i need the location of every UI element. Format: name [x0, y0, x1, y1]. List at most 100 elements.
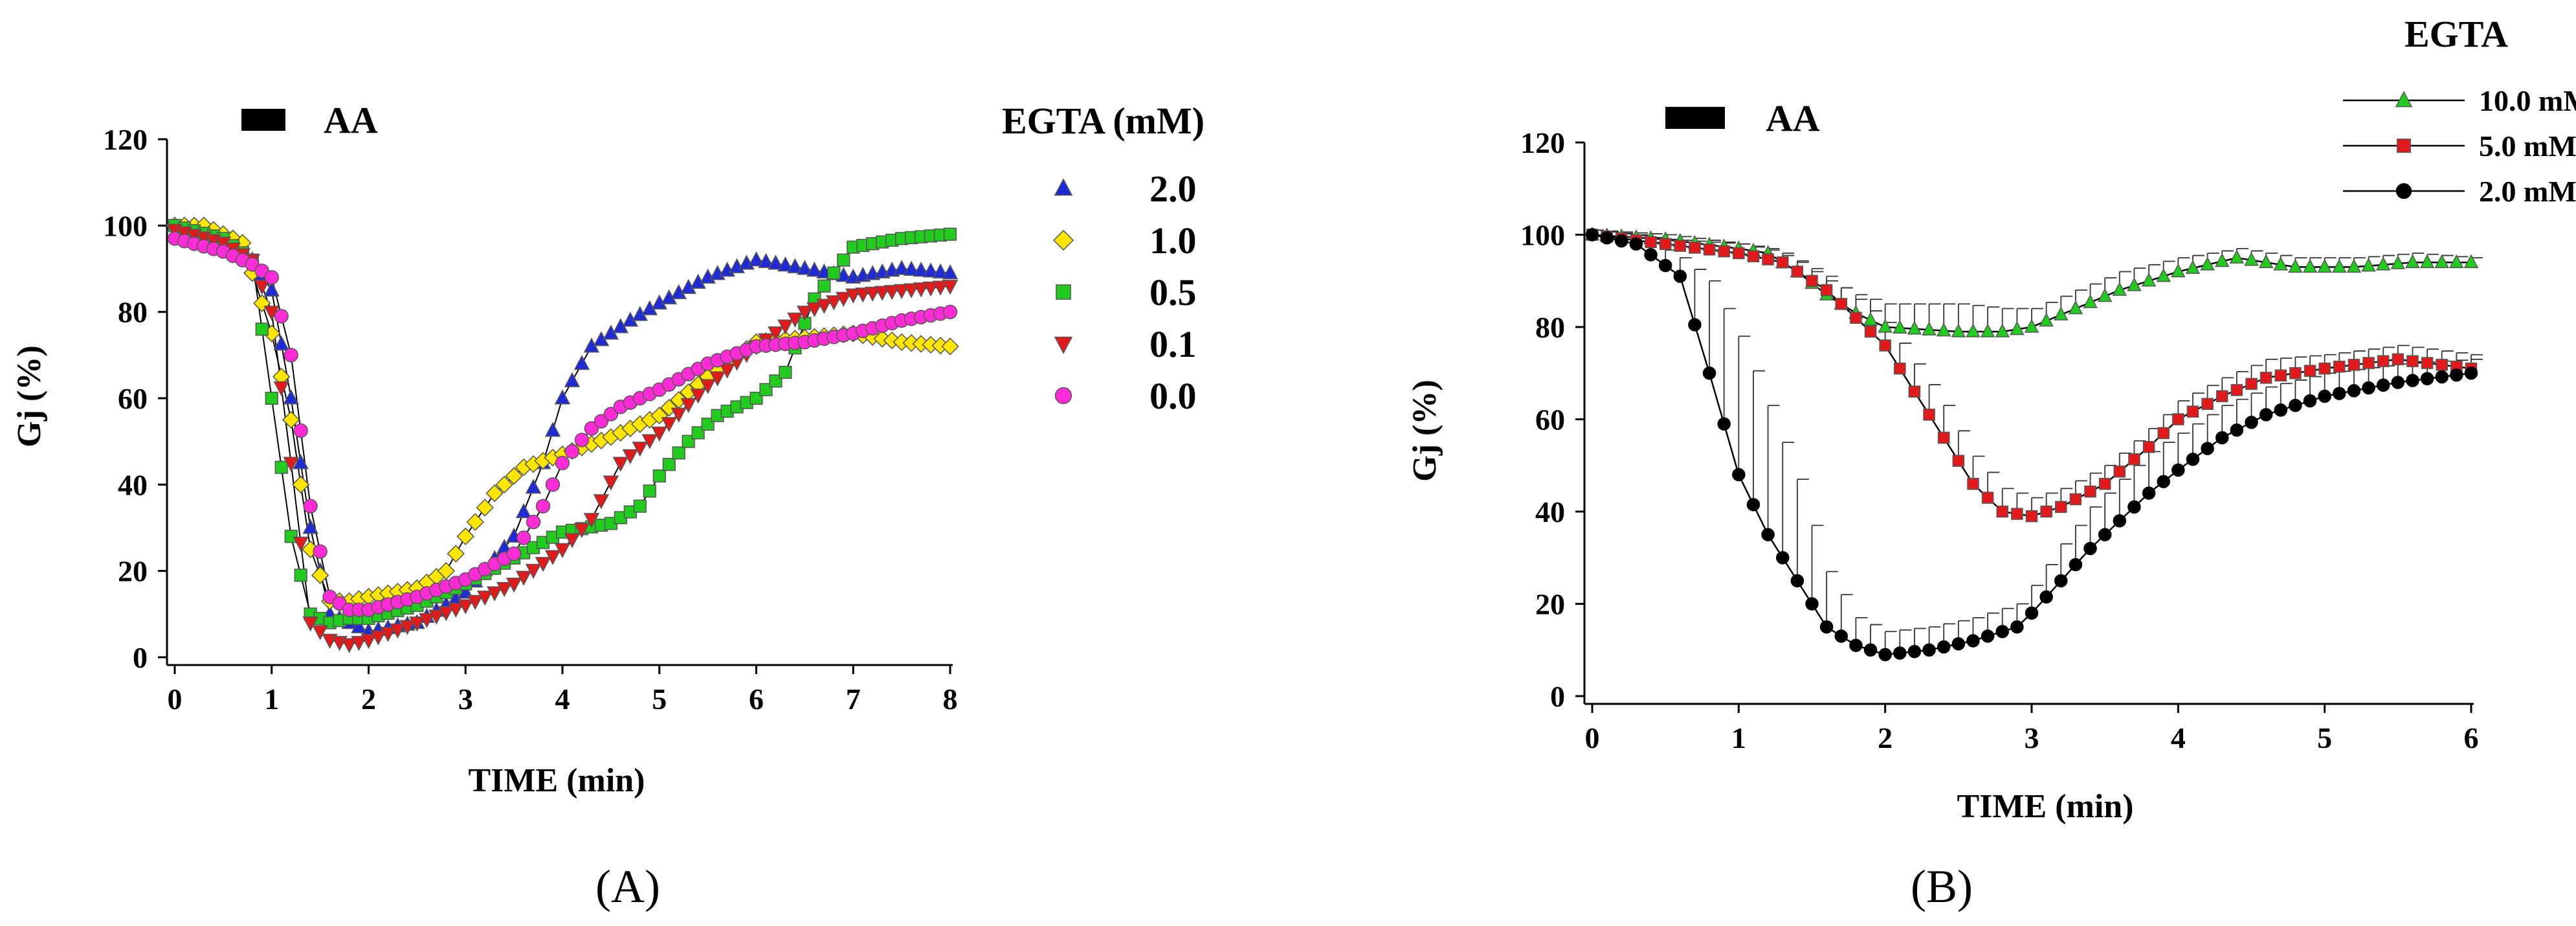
chart-b-point-1: [1645, 236, 1657, 249]
chart-b-point-2: [2347, 384, 2361, 398]
chart-b-point-2: [2010, 620, 2024, 634]
chart-a-point-3: [836, 291, 852, 308]
chart-a-point-3: [777, 319, 794, 335]
chart-b-point-2: [2098, 528, 2112, 541]
chart-a-point-0: [564, 372, 581, 387]
chart-b-legend-label-2: 2.0 mM: [2479, 175, 2576, 208]
chart-a-point-0: [777, 256, 794, 272]
chart-b-point-1: [2304, 365, 2316, 377]
chart-a-point-3: [293, 536, 309, 552]
chart-a-ytick-label: 0: [133, 641, 148, 674]
chart-b-point-0: [1980, 323, 1995, 337]
chart-a-legend-marker-3: [1054, 336, 1073, 354]
chart-a-legend-label-3: 0.1: [1149, 323, 1197, 365]
chart-b-legend: 10.0 mM 5.0 mM 2.0 mM: [2343, 84, 2576, 208]
chart-b-point-0: [2214, 253, 2230, 267]
chart-b-point-2: [1615, 234, 1628, 248]
chart-a-point-4: [303, 499, 318, 514]
chart-b-legend-title: EGTA: [2404, 13, 2508, 55]
chart-a-point-0: [903, 260, 920, 276]
chart-b-ytick-label: 100: [1520, 219, 1565, 252]
chart-a-point-2: [779, 365, 792, 379]
chart-b-treatment-label: AA: [1766, 97, 1820, 139]
chart-b-point-2: [1790, 574, 1804, 588]
chart-a-markers: [166, 216, 959, 653]
chart-a-ytick-label: 100: [103, 209, 148, 242]
chart-a-point-2: [672, 446, 685, 460]
chart-a-point-3: [913, 282, 929, 298]
chart-a-point-0: [554, 389, 571, 405]
chart-a-point-3: [641, 434, 658, 449]
chart-a-point-3: [845, 288, 861, 304]
chart-a-ytick-label: 80: [118, 296, 148, 329]
chart-b-point-2: [1834, 629, 1849, 643]
chart-b-point-2: [2113, 514, 2127, 528]
chart-a-xtick-label: 3: [458, 683, 473, 716]
chart-a-point-0: [293, 454, 309, 469]
chart-a-point-3: [438, 606, 454, 622]
chart-a-point-4: [574, 433, 590, 447]
chart-a-point-0: [758, 253, 774, 268]
chart-a-point-3: [593, 494, 610, 510]
chart-a-point-2: [284, 530, 298, 543]
chart-a-point-3: [671, 407, 687, 423]
chart-a-point-0: [302, 519, 318, 534]
chart-b-treatment-bar: [1665, 107, 1725, 129]
chart-a-point-1: [437, 561, 456, 580]
chart-a-point-1: [660, 398, 678, 417]
chart-a-point-3: [874, 286, 891, 301]
chart-b-point-2: [1717, 417, 1731, 431]
chart-a-point-3: [448, 602, 464, 618]
chart-a-point-2: [691, 426, 705, 440]
chart-a-point-4: [264, 270, 279, 285]
chart-b-point-0: [2200, 256, 2215, 271]
chart-a-point-1: [495, 475, 513, 494]
chart-a-point-3: [680, 398, 696, 414]
chart-a-point-4: [942, 304, 958, 319]
chart-panel-b: 0 20 40 60 80 100 120 0 1 2 3 4 5 6 Gj (%) TIME (min)…: [1406, 13, 2576, 912]
chart-b-point-2: [2215, 431, 2229, 445]
chart-b-point-0: [2258, 254, 2274, 268]
chart-a-point-3: [535, 557, 551, 572]
chart-b-point-2: [2435, 370, 2448, 384]
chart-b-point-1: [1703, 243, 1716, 256]
chart-b-xtick-label: 3: [2025, 721, 2039, 754]
chart-a-ytick-label: 20: [118, 555, 148, 588]
chart-b-point-0: [2229, 249, 2245, 264]
chart-b-point-2: [1893, 646, 1907, 660]
chart-a-point-3: [806, 302, 823, 318]
chart-b-point-1: [2069, 493, 2082, 506]
chart-a-point-4: [564, 444, 580, 459]
chart-a-point-2: [749, 391, 763, 405]
chart-b-point-0: [1907, 321, 1922, 335]
chart-a-point-4: [584, 421, 599, 436]
chart-b-point-1: [1894, 362, 1906, 375]
chart-a-point-4: [516, 530, 531, 545]
chart-a-point-3: [312, 625, 328, 640]
chart-b-point-1: [2333, 361, 2346, 373]
chart-a-legend-title: EGTA (mM): [1002, 100, 1205, 142]
chart-a-point-0: [515, 503, 532, 519]
chart-a-point-3: [409, 616, 425, 632]
chart-b-point-1: [1908, 385, 1921, 398]
chart-b-point-2: [1819, 620, 1834, 634]
chart-b-point-0: [2039, 312, 2054, 327]
chart-b-point-0: [1893, 319, 1907, 334]
chart-b-ytick-label: 120: [1520, 126, 1565, 159]
chart-b-point-2: [1702, 367, 1716, 380]
chart-b-legend-marker-0: [2395, 91, 2413, 107]
chart-b-markers: [1584, 226, 2479, 662]
chart-b-point-1: [2318, 362, 2331, 375]
chart-b-point-0: [2010, 321, 2025, 335]
chart-b-point-2: [2083, 541, 2097, 556]
chart-a-xtick-label: 6: [749, 683, 764, 716]
chart-a-point-3: [458, 599, 474, 615]
chart-a-point-3: [864, 286, 881, 302]
chart-b-point-1: [1923, 409, 1935, 421]
chart-a-point-3: [390, 623, 406, 639]
chart-b-legend-marker-2: [2395, 183, 2412, 199]
chart-b-legend-label-1: 5.0 mM: [2479, 130, 2576, 163]
chart-b-point-2: [1688, 318, 1702, 332]
chart-b-point-1: [2260, 372, 2272, 384]
